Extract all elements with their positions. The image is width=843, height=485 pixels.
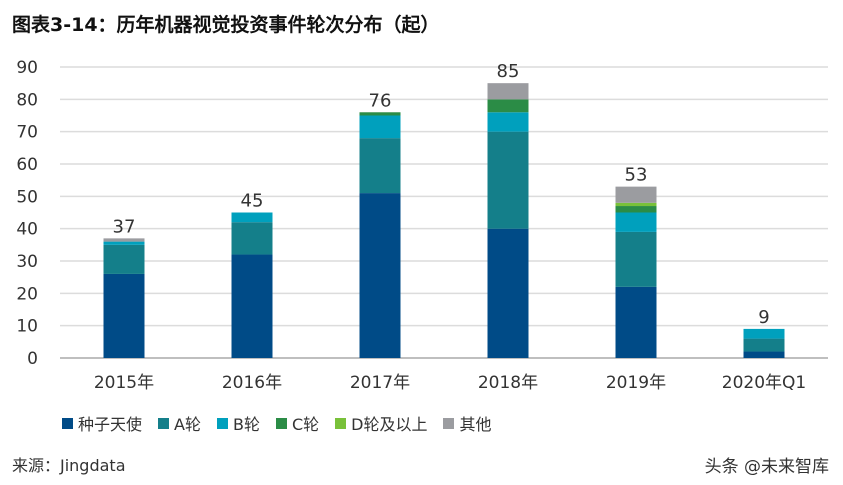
bar-segment (615, 206, 657, 213)
legend-item: 种子天使 (62, 411, 142, 435)
bar-segment (487, 228, 529, 358)
bar-segment (359, 112, 401, 116)
legend-swatch (62, 417, 73, 429)
y-tick-label: 20 (16, 284, 38, 304)
legend-label: B轮 (232, 415, 260, 434)
total-label: 37 (113, 216, 136, 237)
watermark: 头条 @未来智库 (704, 457, 829, 477)
bar-segment (615, 186, 657, 203)
bar-segment (487, 131, 529, 229)
y-tick-label: 60 (16, 155, 38, 175)
total-label: 45 (241, 191, 264, 212)
bar-segment (615, 202, 657, 207)
bar-segment (487, 112, 529, 132)
y-tick-label: 30 (16, 252, 38, 272)
legend-item: A轮 (158, 411, 201, 435)
chart-title: 图表3-14：历年机器视觉投资事件轮次分布（起） (12, 14, 440, 36)
legend-label: 其他 (459, 415, 492, 434)
bar-segment (487, 83, 529, 100)
bar-segment (359, 138, 401, 194)
source-note: 来源：Jingdata (12, 456, 126, 475)
bar-segment (487, 99, 529, 113)
x-tick-label: 2018年 (478, 373, 538, 393)
legend-label: 种子天使 (78, 415, 143, 434)
legend-item: B轮 (216, 411, 260, 435)
bar-segment (103, 241, 145, 245)
bar-segment (231, 222, 273, 255)
bar-segment (359, 115, 401, 139)
y-tick-label: 90 (16, 58, 38, 78)
total-label: 53 (625, 165, 648, 186)
legend-item: D轮及以上 (335, 411, 427, 435)
bar-segment (103, 273, 145, 358)
bar-segment (615, 286, 657, 358)
y-tick-label: 0 (27, 349, 38, 369)
x-tick-label: 2015年 (94, 373, 154, 393)
bar-segment (743, 328, 785, 339)
x-tick-label: 2020年Q1 (722, 373, 806, 393)
legend-swatch (158, 417, 170, 429)
x-tick-label: 2019年 (606, 373, 666, 393)
bar-segment (103, 238, 145, 242)
bar-segment (103, 244, 145, 274)
bar-segment (743, 351, 785, 358)
legend-label: C轮 (291, 415, 320, 434)
y-tick-label: 80 (16, 90, 38, 110)
total-label: 9 (758, 307, 769, 328)
x-tick-label: 2016年 (222, 373, 282, 393)
legend-label: D轮及以上 (351, 415, 428, 434)
bar-segment (615, 212, 657, 232)
legend-label: A轮 (174, 415, 201, 434)
legend-swatch (335, 417, 347, 429)
bar-segment (615, 231, 657, 287)
y-tick-label: 50 (16, 187, 38, 207)
y-tick-label: 70 (16, 123, 38, 143)
x-tick-label: 2017年 (350, 373, 410, 393)
bar-segment (359, 193, 401, 358)
bar-segment (231, 212, 273, 223)
legend-swatch (216, 417, 228, 429)
legend: 种子天使 A轮 B轮 C轮 D轮及以上 其他 (62, 411, 491, 435)
stacked-bar-chart: 0 10 20 30 40 50 60 70 80 90 37 2015年 45 2016年 76 2017年… (16, 58, 828, 393)
bar-segment (231, 254, 273, 358)
y-tick-label: 40 (16, 220, 38, 240)
bar-segment (743, 338, 785, 352)
total-label: 85 (497, 61, 520, 82)
legend-item: 其他 (443, 411, 491, 435)
legend-swatch (275, 417, 287, 429)
legend-item: C轮 (275, 411, 320, 435)
y-tick-label: 10 (16, 317, 38, 337)
legend-swatch (443, 417, 455, 429)
total-label: 76 (369, 90, 392, 111)
